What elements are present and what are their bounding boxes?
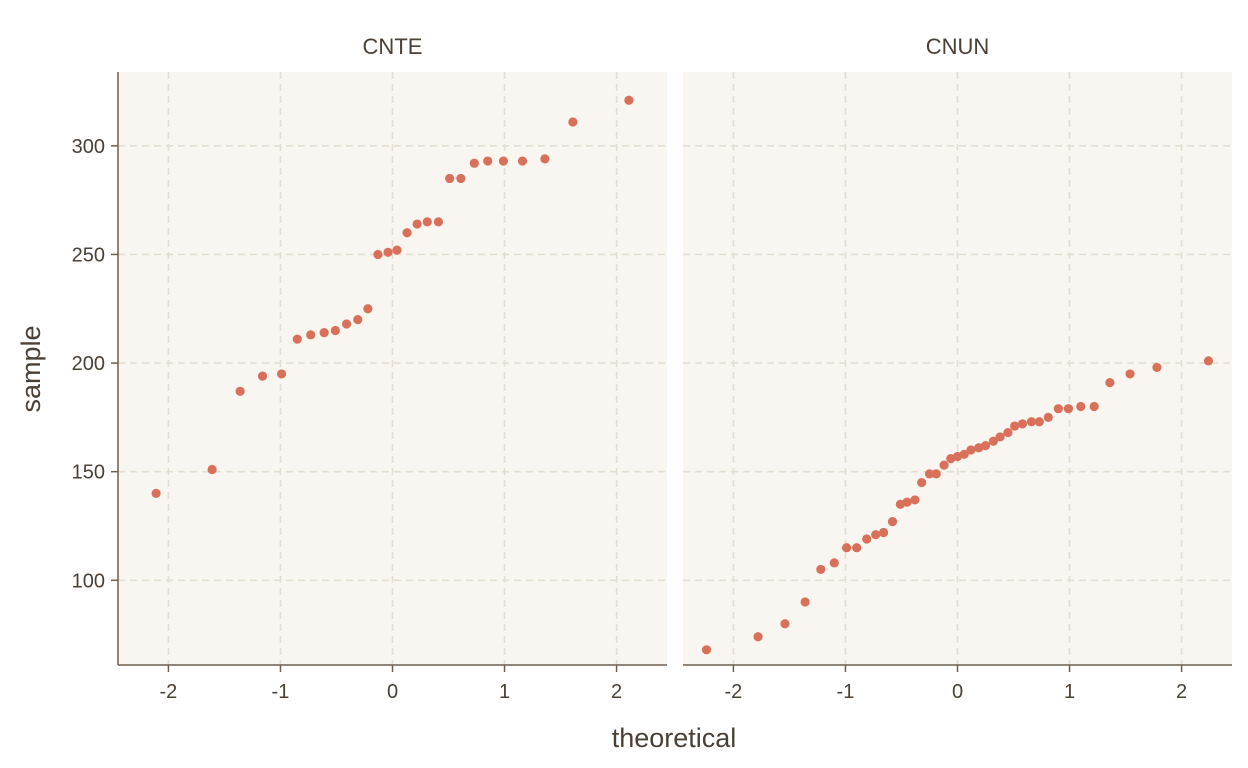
data-point	[402, 228, 412, 238]
data-point	[1034, 417, 1044, 427]
data-point	[780, 619, 790, 629]
data-point	[852, 543, 862, 553]
data-point	[816, 564, 826, 575]
data-point	[624, 95, 634, 105]
data-point	[753, 632, 763, 642]
data-point	[151, 488, 161, 498]
data-point	[902, 497, 912, 507]
data-point	[456, 173, 466, 184]
y-tick-label: 150	[72, 462, 105, 484]
data-point	[841, 543, 852, 553]
data-point	[1017, 419, 1028, 429]
facet-title: CNUN	[926, 34, 990, 59]
data-point	[995, 432, 1005, 442]
data-point	[276, 369, 287, 379]
data-point	[353, 315, 363, 325]
x-tick-label: 1	[1064, 681, 1075, 703]
data-point	[917, 477, 927, 488]
data-point	[939, 460, 949, 470]
data-point	[363, 304, 373, 314]
data-point	[257, 371, 268, 381]
data-point	[469, 158, 479, 168]
data-point	[966, 445, 976, 455]
data-point	[392, 245, 402, 255]
x-tick-label: -1	[272, 681, 290, 703]
y-tick-label: 100	[72, 570, 105, 592]
x-tick-label: 2	[611, 681, 622, 703]
data-point	[887, 517, 898, 527]
data-point	[800, 597, 810, 607]
data-point	[1203, 356, 1214, 366]
x-tick-label: 0	[387, 681, 398, 703]
data-point	[1010, 421, 1020, 431]
data-point	[1053, 404, 1063, 414]
panel-cnun: CNUN -2 -1 0 1 2	[683, 34, 1232, 703]
x-tick-label: -1	[837, 681, 855, 703]
x-tick-label: 1	[499, 681, 510, 703]
data-point	[1043, 412, 1053, 422]
data-point	[1125, 369, 1135, 379]
data-point	[924, 469, 935, 479]
data-point	[701, 645, 712, 655]
data-point	[931, 469, 941, 479]
y-axis-title: sample	[16, 325, 46, 412]
data-point	[829, 558, 839, 568]
data-point	[980, 441, 991, 451]
data-point	[412, 219, 422, 229]
data-point	[422, 217, 432, 227]
data-point	[540, 154, 550, 164]
x-axis-title: theoretical	[612, 723, 737, 753]
data-point	[445, 173, 455, 184]
data-point	[862, 534, 872, 544]
data-point	[292, 334, 302, 344]
data-point	[568, 117, 578, 127]
data-point	[433, 217, 444, 227]
data-point	[988, 436, 998, 446]
panel-cnte: CNTE -2 -1 0 1 2 100 150 200 250 300	[72, 34, 667, 703]
data-point	[341, 319, 352, 329]
x-tick-label: -2	[725, 681, 743, 703]
data-point	[330, 325, 340, 336]
x-tick-label: -2	[160, 681, 178, 703]
data-point	[1063, 404, 1074, 414]
data-point	[498, 156, 509, 166]
data-point	[959, 449, 969, 459]
data-point	[383, 247, 393, 257]
data-point	[910, 495, 920, 505]
facet-title: CNTE	[363, 34, 423, 59]
data-point	[878, 527, 889, 538]
data-point	[207, 464, 217, 475]
data-point	[871, 530, 881, 540]
y-tick-label: 300	[72, 136, 105, 158]
y-tick-label: 200	[72, 353, 105, 375]
data-point	[319, 328, 329, 338]
data-point	[1003, 427, 1013, 438]
data-point	[1076, 401, 1086, 412]
y-tick-label: 250	[72, 244, 105, 266]
x-tick-label: 0	[952, 681, 963, 703]
data-point	[1026, 417, 1037, 427]
data-point	[235, 386, 245, 396]
data-point	[1105, 378, 1115, 388]
data-point	[1089, 401, 1099, 412]
x-tick-label: 2	[1176, 681, 1187, 703]
data-point	[517, 156, 528, 166]
data-point	[373, 249, 383, 260]
data-point	[306, 330, 316, 340]
data-point	[483, 156, 493, 166]
data-point	[1152, 362, 1162, 373]
